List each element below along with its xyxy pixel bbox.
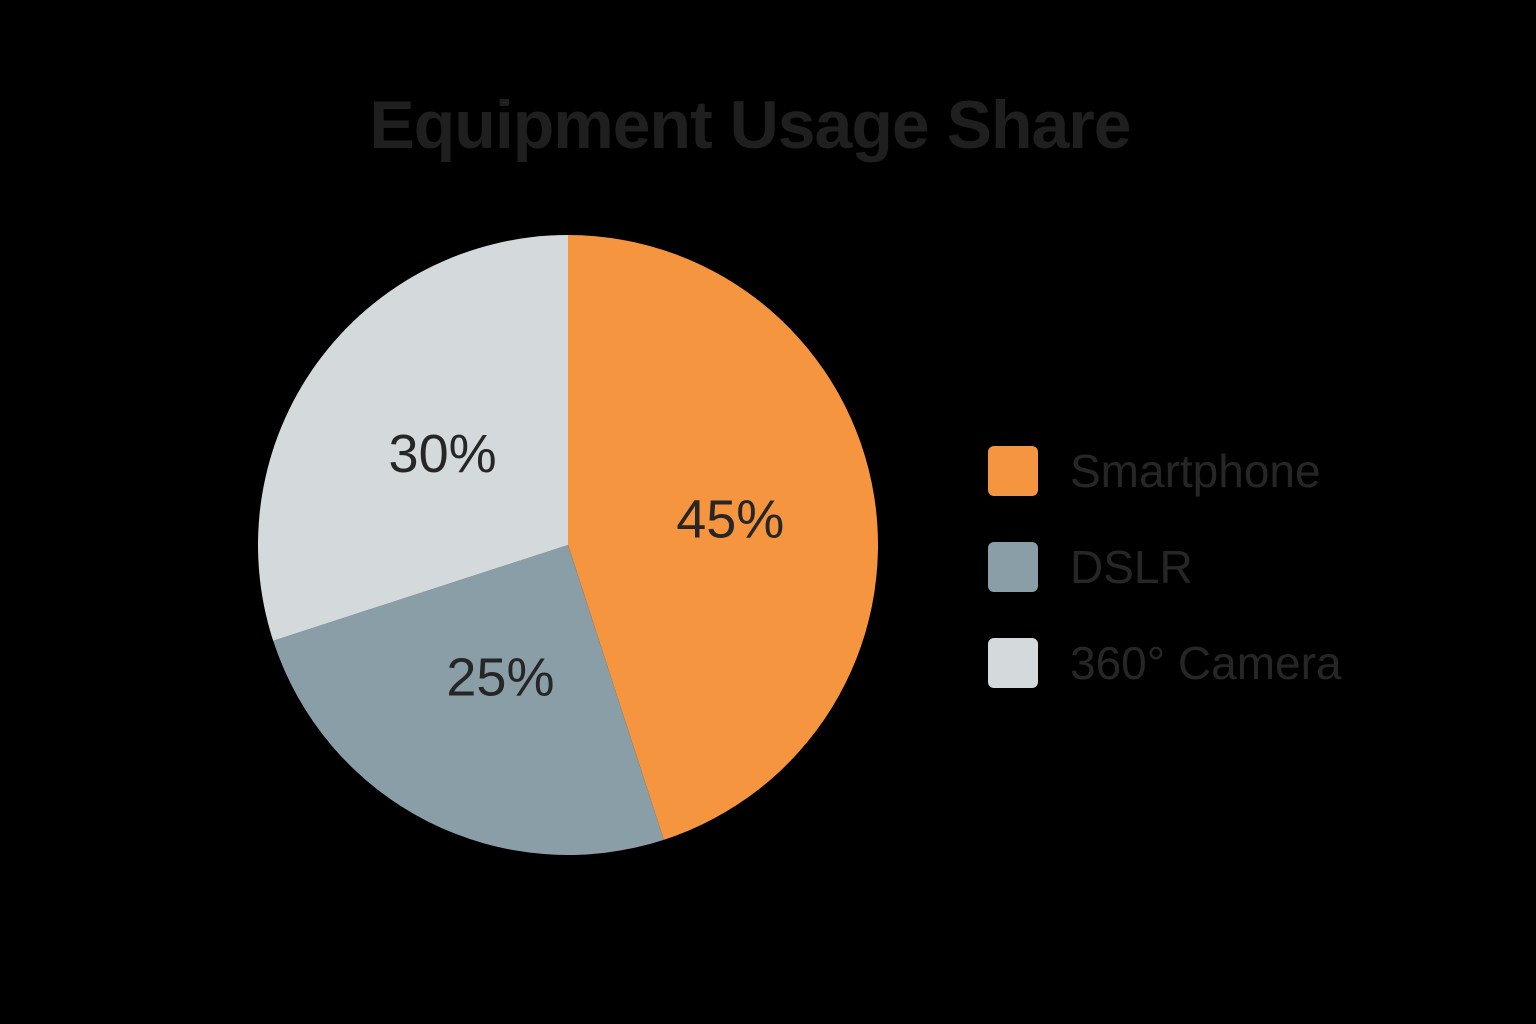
- pie-slice-dslr: [273, 545, 664, 856]
- legend-label-dslr: DSLR: [1070, 541, 1193, 593]
- pie-label-360-camera: 30%: [389, 424, 497, 484]
- pie-slices: [257, 235, 878, 856]
- pie-label-dslr: 25%: [446, 648, 554, 708]
- legend-item-360-camera: 360° Camera: [988, 637, 1342, 689]
- legend-label-360-camera: 360° Camera: [1070, 637, 1342, 689]
- legend-item-smartphone: Smartphone: [988, 445, 1342, 497]
- legend-item-dslr: DSLR: [988, 541, 1342, 593]
- legend-label-smartphone: Smartphone: [1070, 445, 1321, 497]
- pie-slice-360-camera: [257, 235, 568, 641]
- pie-slice-smartphone: [568, 235, 878, 840]
- legend-swatch-smartphone: [988, 446, 1038, 496]
- legend-swatch-dslr: [988, 542, 1038, 592]
- legend-swatch-360-camera: [988, 638, 1038, 688]
- chart-title: Equipment Usage Share: [369, 87, 1131, 163]
- pie-value-labels: 45% 25% 30%: [389, 424, 785, 708]
- legend: Smartphone DSLR 360° Camera: [988, 445, 1342, 733]
- pie-label-smartphone: 45%: [676, 489, 784, 549]
